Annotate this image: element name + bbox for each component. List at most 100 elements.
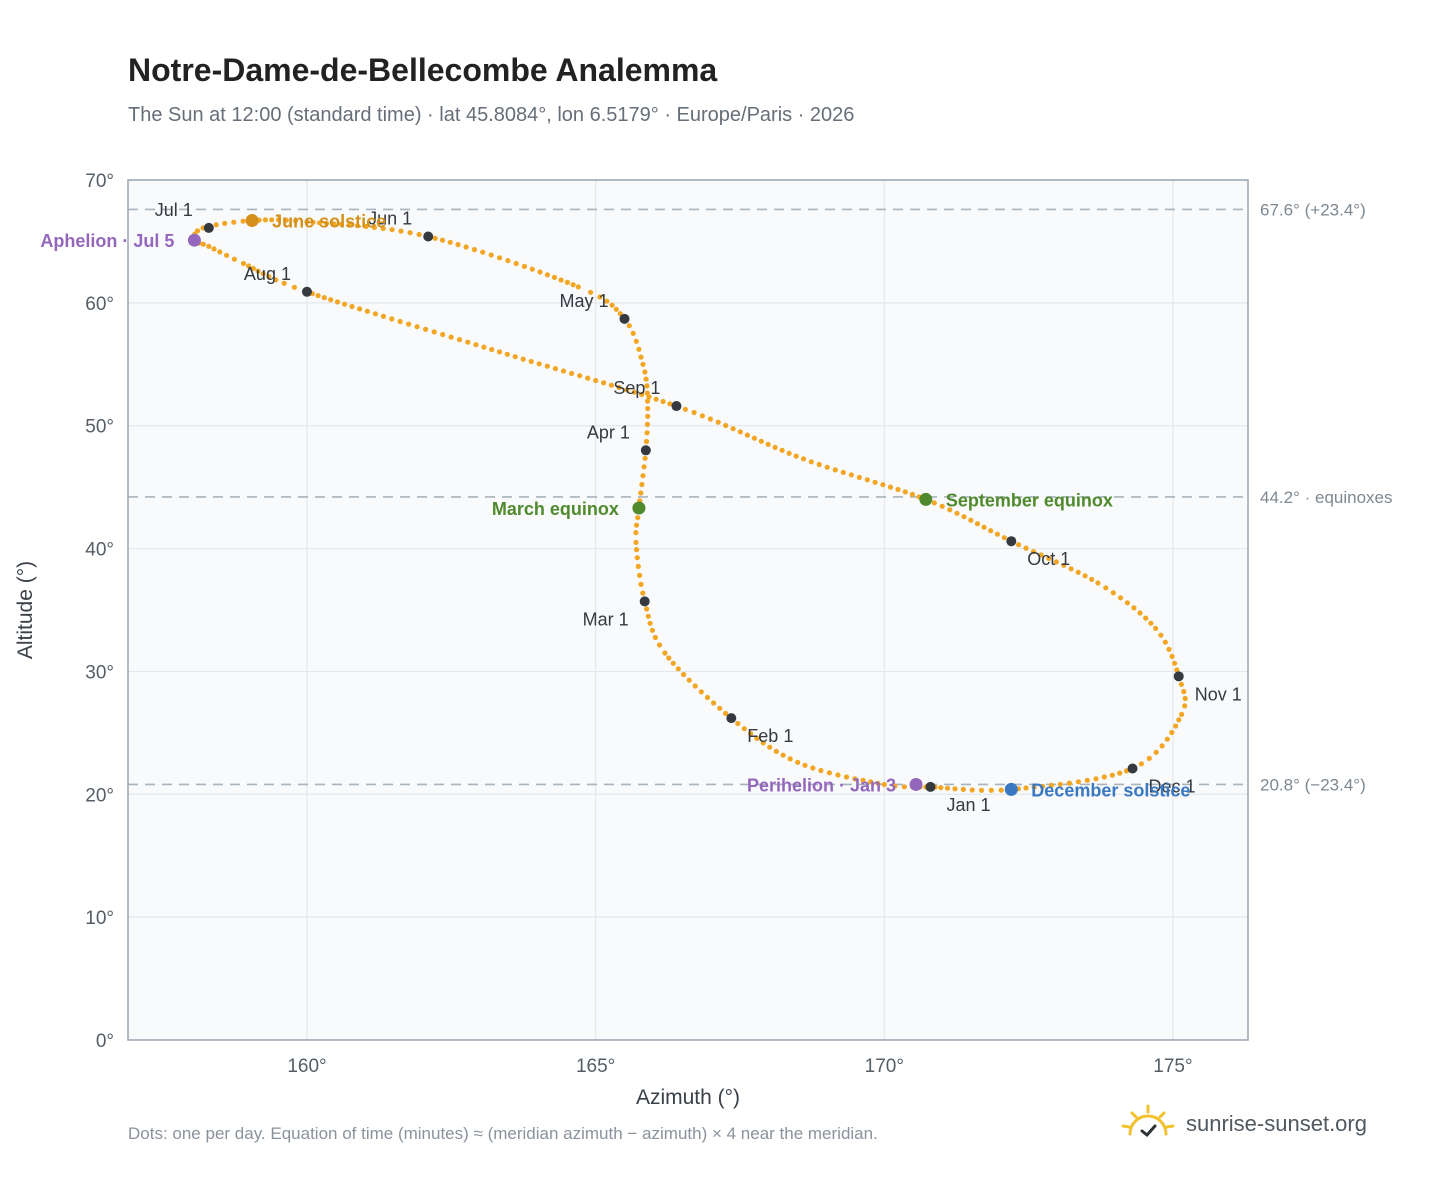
daily-dot xyxy=(423,326,429,332)
daily-dot xyxy=(892,783,898,789)
daily-dot xyxy=(310,219,316,225)
daily-dot xyxy=(944,785,951,791)
daily-dot xyxy=(601,380,607,386)
daily-dot xyxy=(1103,585,1109,591)
daily-dot xyxy=(667,401,673,407)
y-tick-label: 70° xyxy=(85,171,114,192)
brand-logo[interactable]: sunrise-sunset.org xyxy=(1120,1104,1367,1144)
daily-dot xyxy=(504,351,510,357)
daily-dot xyxy=(642,369,648,375)
x-axis-label: Azimuth (°) xyxy=(636,1086,740,1109)
daily-dot xyxy=(741,726,747,732)
x-tick-label: 165° xyxy=(576,1056,615,1077)
daily-dot xyxy=(818,767,824,774)
month-marker xyxy=(1173,671,1184,682)
daily-dot xyxy=(635,563,641,570)
daily-dot xyxy=(1101,774,1107,780)
daily-dot xyxy=(281,280,287,286)
daily-dot xyxy=(660,398,666,405)
daily-dot xyxy=(737,429,743,435)
daily-dot xyxy=(644,430,650,436)
daily-dot xyxy=(328,297,334,303)
daily-dot xyxy=(206,243,212,249)
daily-dot xyxy=(640,361,646,367)
month-marker xyxy=(726,713,737,724)
daily-dot xyxy=(558,277,564,283)
daily-dot xyxy=(414,324,420,330)
daily-dot xyxy=(633,338,639,344)
daily-dot xyxy=(304,219,310,225)
daily-dot xyxy=(961,514,967,520)
axes: 160° 165° 170° 175° 0° 10° 20° 30° 40° 50° 60° 70° A… xyxy=(14,171,1193,1109)
daily-dot xyxy=(463,244,469,250)
month-marker xyxy=(1127,763,1138,774)
daily-dot xyxy=(1075,569,1081,575)
brand-name: sunrise-sunset.org xyxy=(1186,1111,1367,1136)
daily-dot xyxy=(848,472,854,478)
daily-dot xyxy=(645,413,651,419)
daily-dot xyxy=(604,298,610,304)
footnote: Dots: one per day. Equation of time (min… xyxy=(128,1124,878,1143)
daily-dot xyxy=(835,772,841,778)
daily-dot xyxy=(1131,605,1137,611)
daily-dot xyxy=(1075,779,1081,785)
daily-dot xyxy=(544,272,551,278)
y-tick-label: 30° xyxy=(85,662,114,683)
daily-dot xyxy=(644,421,651,427)
daily-dot xyxy=(1109,772,1115,778)
daily-dot xyxy=(529,266,535,272)
daily-dot xyxy=(269,217,275,223)
month-marker xyxy=(619,313,630,324)
daily-dot xyxy=(497,255,503,261)
daily-dot xyxy=(947,507,953,513)
daily-dot xyxy=(723,422,729,429)
daily-dot xyxy=(954,510,960,516)
daily-dot xyxy=(634,547,640,553)
daily-dot xyxy=(293,218,299,224)
chart-subtitle: The Sun at 12:00 (standard time) · lat 4… xyxy=(128,104,855,126)
daily-dot xyxy=(974,521,981,527)
month-marker xyxy=(639,596,650,607)
daily-dot xyxy=(275,217,282,223)
daily-dot xyxy=(448,334,454,340)
daily-dot xyxy=(887,484,894,490)
daily-dot xyxy=(1057,781,1063,787)
daily-dot xyxy=(649,627,656,633)
daily-dot xyxy=(646,394,652,400)
month-label: Aug 1 xyxy=(244,264,291,284)
daily-dot xyxy=(826,770,833,776)
daily-dot xyxy=(569,370,575,376)
daily-dot xyxy=(795,759,801,765)
month-marker xyxy=(1006,536,1017,547)
month-label: Jan 1 xyxy=(946,795,990,815)
daily-dot xyxy=(1023,545,1029,551)
daily-dot xyxy=(608,382,615,388)
special-point-label: June solstice xyxy=(272,212,386,232)
daily-dot xyxy=(349,303,355,310)
special-points: June solstice March equinox September equi… xyxy=(40,212,1190,801)
daily-dot xyxy=(317,220,323,226)
daily-dot xyxy=(639,481,645,488)
daily-dot xyxy=(868,779,874,785)
daily-dot xyxy=(1172,660,1178,666)
x-tick-label: 175° xyxy=(1153,1056,1192,1077)
daily-dot xyxy=(675,666,681,672)
daily-dot xyxy=(1061,562,1067,568)
special-point-label: December solstice xyxy=(1031,780,1190,800)
daily-dot xyxy=(682,406,689,412)
daily-dot xyxy=(389,316,395,322)
daily-dot xyxy=(266,274,272,280)
daily-dot xyxy=(609,302,615,308)
daily-dot xyxy=(626,323,632,329)
daily-dot xyxy=(1016,542,1022,548)
daily-dot xyxy=(291,284,297,290)
daily-dot xyxy=(1179,711,1185,718)
daily-dot xyxy=(1046,555,1052,562)
daily-dot xyxy=(389,227,395,233)
daily-dot xyxy=(751,435,758,441)
daily-dot xyxy=(512,354,518,360)
daily-dot xyxy=(1031,784,1037,790)
daily-dot xyxy=(1053,559,1059,565)
daily-dot xyxy=(560,368,567,374)
daily-dot xyxy=(939,503,945,509)
